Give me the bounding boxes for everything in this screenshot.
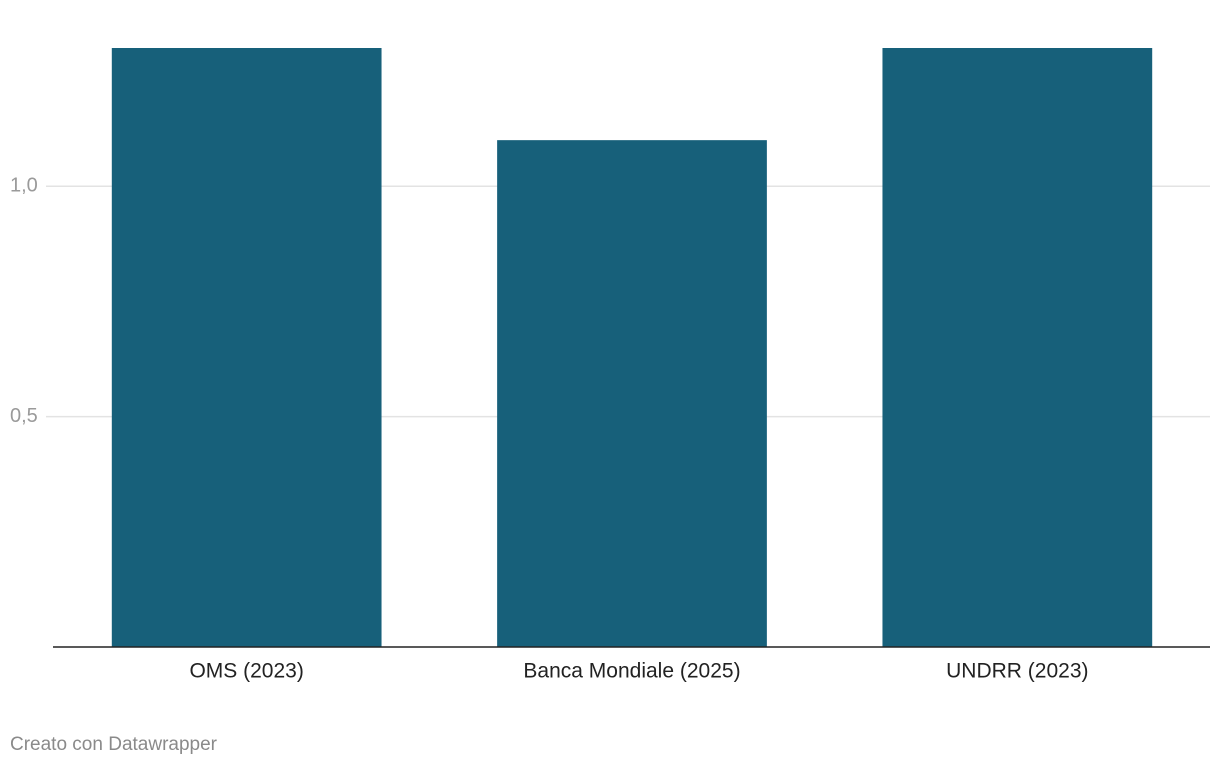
x-tick-label: OMS (2023) [189, 660, 303, 683]
x-tick-label: UNDRR (2023) [946, 660, 1088, 683]
credit: Creato con Datawrapper [10, 734, 218, 755]
bar [497, 140, 767, 647]
y-tick-label: 1,0 [10, 175, 38, 197]
bar [882, 48, 1153, 647]
bar [111, 48, 382, 647]
y-tick-label: 0,5 [10, 405, 38, 427]
x-tick-label: Banca Mondiale (2025) [523, 660, 740, 683]
